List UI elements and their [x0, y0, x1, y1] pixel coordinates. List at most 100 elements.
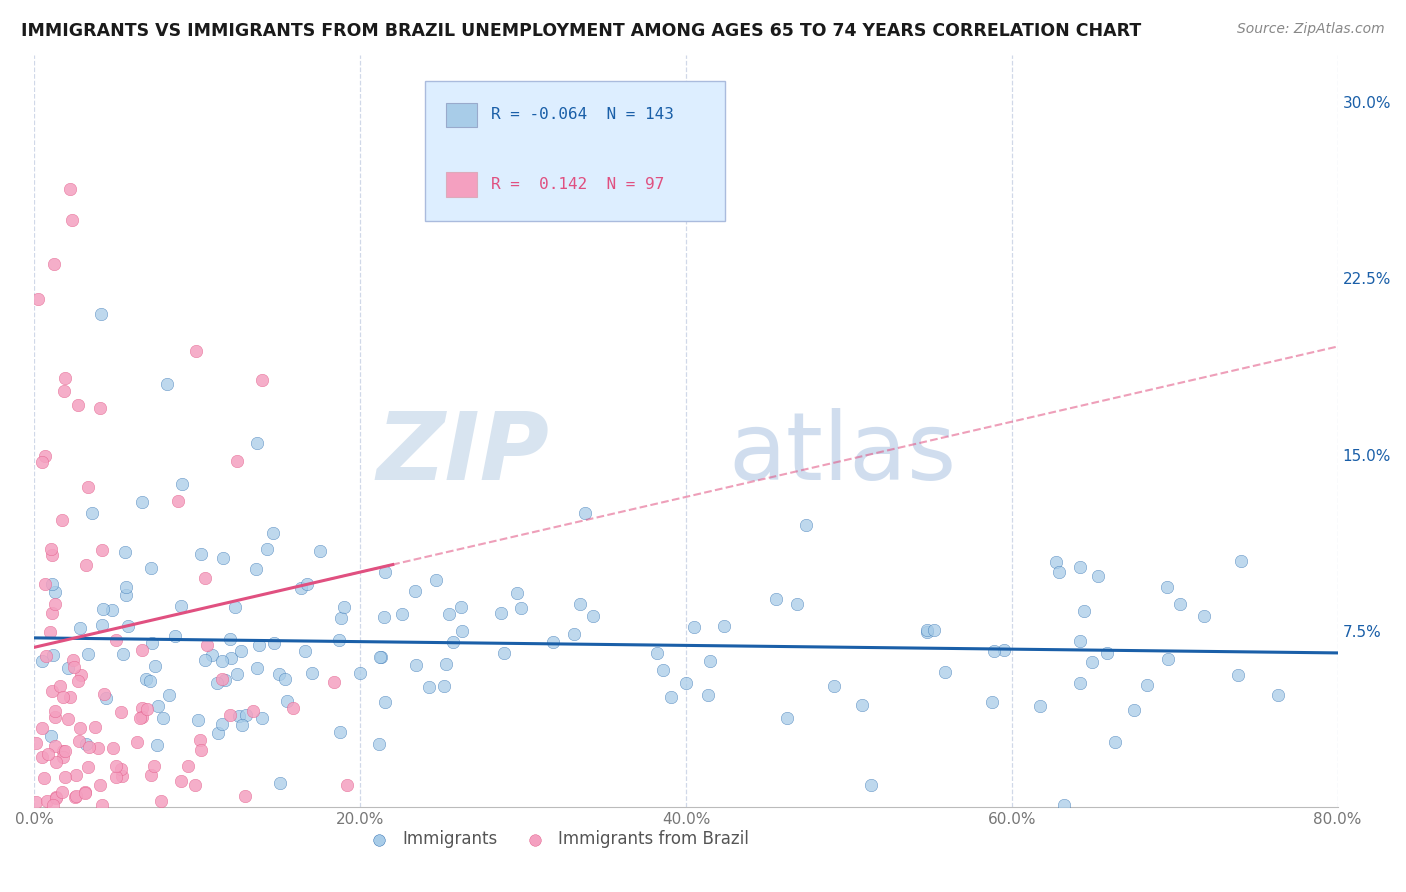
- Point: [391, 607, 413, 621]
- Point: [105, 758, 128, 772]
- Point: [53, 744, 76, 758]
- Point: [31, 750, 53, 764]
- Point: [75, 786, 97, 800]
- Point: [776, 711, 799, 725]
- Point: [250, 711, 273, 725]
- Point: [32, 771, 55, 785]
- Point: [110, 762, 132, 776]
- Point: [1069, 559, 1091, 574]
- Point: [373, 610, 395, 624]
- Text: R =  0.142  N = 97: R = 0.142 N = 97: [491, 177, 664, 192]
- Text: IMMIGRANTS VS IMMIGRANTS FROM BRAZIL UNEMPLOYMENT AMONG AGES 65 TO 74 YEARS CORR: IMMIGRANTS VS IMMIGRANTS FROM BRAZIL UNE…: [21, 22, 1142, 40]
- Point: [187, 713, 209, 727]
- Point: [713, 618, 735, 632]
- Point: [90, 797, 112, 812]
- Point: [1069, 634, 1091, 648]
- Point: [211, 717, 233, 731]
- Text: ZIP: ZIP: [377, 408, 550, 500]
- Point: [263, 636, 285, 650]
- Point: [31, 654, 53, 668]
- Point: [1157, 651, 1180, 665]
- Point: [63, 790, 86, 805]
- Point: [41, 684, 63, 698]
- Point: [242, 704, 264, 718]
- Point: [269, 666, 291, 681]
- Point: [52, 750, 75, 764]
- Point: [205, 676, 228, 690]
- Point: [170, 477, 193, 491]
- Point: [156, 377, 179, 392]
- Point: [294, 643, 316, 657]
- Point: [65, 789, 87, 803]
- Point: [141, 636, 163, 650]
- Point: [51, 513, 73, 527]
- Point: [582, 608, 605, 623]
- Point: [224, 599, 246, 614]
- Point: [1229, 554, 1251, 568]
- Point: [59, 690, 82, 704]
- Point: [405, 658, 427, 673]
- Point: [562, 627, 585, 641]
- Point: [1226, 668, 1249, 682]
- Point: [1045, 555, 1067, 569]
- Point: [146, 699, 169, 714]
- Point: [1156, 580, 1178, 594]
- Legend: Immigrants, Immigrants from Brazil: Immigrants, Immigrants from Brazil: [356, 824, 755, 855]
- Point: [1168, 597, 1191, 611]
- Point: [138, 673, 160, 688]
- Point: [90, 307, 112, 321]
- Point: [1053, 797, 1076, 812]
- Point: [450, 600, 472, 615]
- Point: [696, 688, 718, 702]
- Point: [993, 643, 1015, 657]
- Point: [170, 599, 193, 614]
- Point: [41, 730, 63, 744]
- Point: [374, 565, 396, 579]
- Point: [42, 648, 65, 662]
- Point: [60, 212, 83, 227]
- Point: [111, 769, 134, 783]
- FancyBboxPatch shape: [446, 172, 478, 196]
- Point: [91, 602, 114, 616]
- Point: [283, 701, 305, 715]
- Point: [450, 624, 472, 639]
- Point: [39, 625, 62, 640]
- Point: [75, 558, 97, 572]
- Point: [851, 698, 873, 712]
- Point: [368, 650, 391, 665]
- Point: [45, 790, 67, 805]
- Point: [115, 588, 138, 602]
- Point: [915, 624, 938, 639]
- Point: [44, 584, 66, 599]
- Point: [246, 661, 269, 675]
- Point: [349, 666, 371, 681]
- Point: [35, 648, 58, 663]
- Point: [1073, 604, 1095, 618]
- FancyBboxPatch shape: [446, 103, 478, 128]
- Point: [211, 654, 233, 668]
- Point: [170, 774, 193, 789]
- Point: [374, 696, 396, 710]
- Point: [194, 571, 217, 585]
- Point: [328, 633, 350, 648]
- Point: [256, 542, 278, 557]
- Point: [84, 720, 107, 734]
- Point: [425, 573, 447, 587]
- Point: [27, 292, 49, 306]
- Point: [434, 657, 457, 671]
- Point: [89, 401, 111, 415]
- Point: [44, 710, 66, 724]
- Point: [136, 702, 159, 716]
- Point: [786, 597, 808, 611]
- Point: [333, 599, 356, 614]
- Point: [1047, 566, 1070, 580]
- Point: [93, 687, 115, 701]
- Point: [437, 607, 460, 622]
- Point: [1122, 703, 1144, 717]
- Point: [568, 597, 591, 611]
- Point: [87, 741, 110, 756]
- Point: [112, 647, 135, 661]
- Point: [219, 708, 242, 723]
- Point: [157, 688, 180, 702]
- Point: [52, 744, 75, 758]
